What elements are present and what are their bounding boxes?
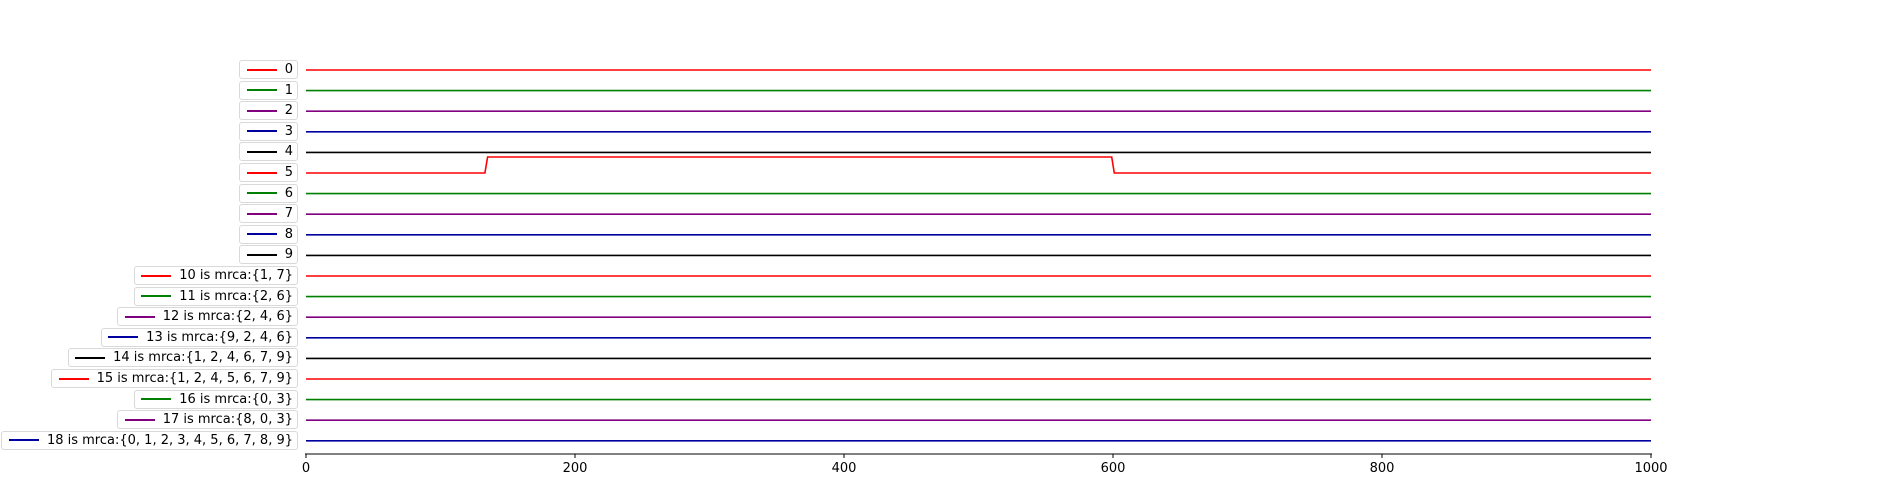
legend-label-12: 12 is mrca:{2, 4, 6}	[162, 309, 293, 325]
legend-entry-0: 0	[239, 60, 298, 79]
legend-entry-11: 11 is mrca:{2, 6}	[134, 286, 298, 306]
legend-label-4: 4	[284, 144, 293, 160]
legend-entry-9: 9	[239, 245, 298, 265]
legend-label-18: 18 is mrca:{0, 1, 2, 3, 4, 5, 6, 7, 8, 9…	[46, 432, 293, 448]
legend-swatch-15	[58, 377, 89, 380]
legend-swatch-17	[124, 418, 155, 421]
legend-entry-18: 18 is mrca:{0, 1, 2, 3, 4, 5, 6, 7, 8, 9…	[1, 430, 298, 450]
x-tick-label-4: 800	[1370, 461, 1395, 476]
legend-label-1: 1	[284, 82, 293, 98]
legend-swatch-1	[246, 89, 277, 92]
legend-entry-14: 14 is mrca:{1, 2, 4, 6, 7, 9}	[68, 348, 298, 368]
legend-swatch-10	[141, 274, 172, 277]
legend-entry-10: 10 is mrca:{1, 7}	[134, 266, 298, 285]
legend-label-3: 3	[284, 123, 293, 139]
legend-label-10: 10 is mrca:{1, 7}	[179, 268, 293, 283]
legend-entry-1: 1	[239, 80, 298, 100]
legend-label-9: 9	[284, 247, 293, 263]
legend-entry-12: 12 is mrca:{2, 4, 6}	[117, 307, 298, 327]
legend-swatch-0	[246, 68, 277, 71]
legend-swatch-6	[246, 192, 277, 195]
x-tick-label-3: 600	[1101, 461, 1126, 476]
legend-entry-2: 2	[239, 101, 298, 121]
legend-entry-16: 16 is mrca:{0, 3}	[134, 389, 298, 409]
legend-swatch-11	[141, 295, 172, 298]
legend-entry-7: 7	[239, 204, 298, 224]
legend-entry-8: 8	[239, 224, 298, 244]
legend-entry-6: 6	[239, 183, 298, 203]
legend-swatch-16	[141, 398, 172, 401]
legend-label-13: 13 is mrca:{9, 2, 4, 6}	[146, 329, 293, 345]
legend-label-5: 5	[284, 165, 293, 180]
x-tick-label-0: 0	[302, 461, 310, 476]
legend-label-14: 14 is mrca:{1, 2, 4, 6, 7, 9}	[113, 350, 293, 366]
legend-label-17: 17 is mrca:{8, 0, 3}	[162, 412, 293, 428]
legend-entry-13: 13 is mrca:{9, 2, 4, 6}	[101, 327, 298, 347]
series-line-5	[306, 156, 1651, 174]
legend-swatch-18	[8, 439, 39, 442]
legend-swatch-4	[246, 150, 277, 153]
legend-label-11: 11 is mrca:{2, 6}	[179, 288, 293, 304]
legend-swatch-2	[246, 109, 277, 112]
legend-swatch-5	[246, 171, 277, 174]
legend-label-7: 7	[284, 206, 293, 222]
legend-swatch-12	[124, 315, 155, 318]
legend-entry-15: 15 is mrca:{1, 2, 4, 5, 6, 7, 9}	[51, 369, 298, 388]
legend-swatch-3	[246, 130, 277, 133]
x-tick-label-1: 200	[563, 461, 588, 476]
legend-entry-4: 4	[239, 142, 298, 162]
x-tick-label-2: 400	[832, 461, 857, 476]
legend-entry-17: 17 is mrca:{8, 0, 3}	[117, 410, 298, 430]
legend-entry-5: 5	[239, 163, 298, 182]
x-tick-label-5: 1000	[1634, 461, 1667, 476]
legend-swatch-7	[246, 212, 277, 215]
legend-label-8: 8	[284, 226, 293, 242]
legend-swatch-8	[246, 233, 277, 236]
legend-swatch-14	[75, 356, 106, 359]
legend-swatch-9	[246, 253, 277, 256]
legend-label-6: 6	[284, 185, 293, 201]
legend-label-16: 16 is mrca:{0, 3}	[179, 391, 293, 407]
legend-entry-3: 3	[239, 121, 298, 141]
legend-label-0: 0	[284, 62, 293, 77]
legend-label-15: 15 is mrca:{1, 2, 4, 5, 6, 7, 9}	[96, 371, 293, 386]
legend-swatch-13	[108, 336, 139, 339]
legend-label-2: 2	[284, 103, 293, 119]
